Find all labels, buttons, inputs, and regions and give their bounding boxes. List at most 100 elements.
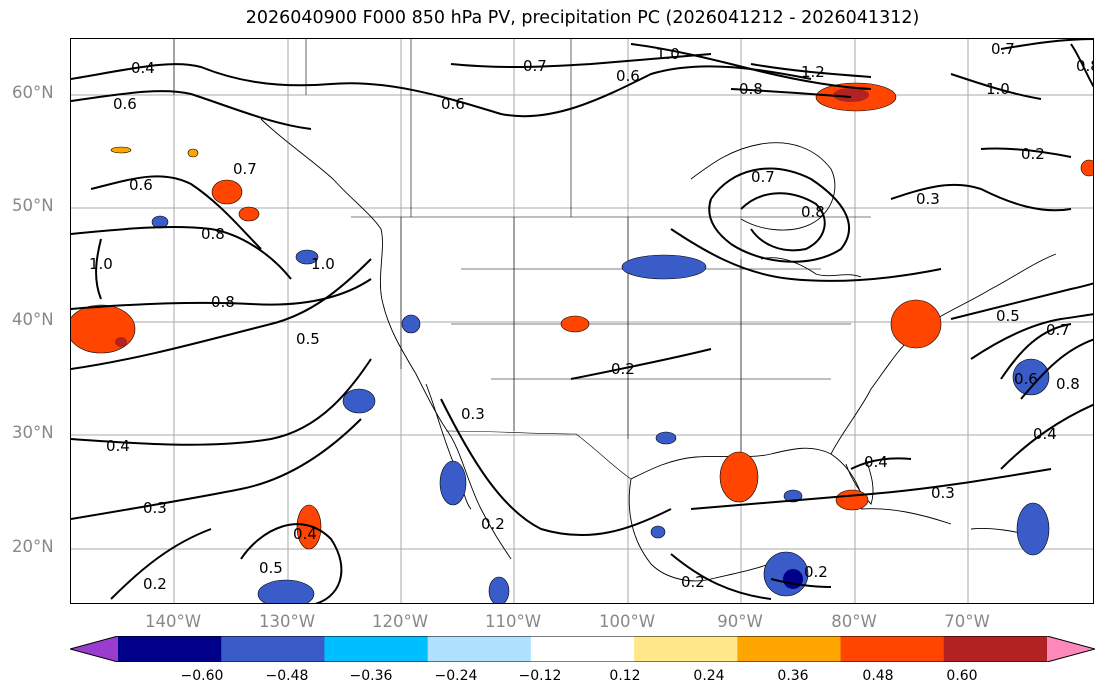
precip-blob-atlantic-dry-2 — [1012, 358, 1050, 396]
precip-blob-midwest-dry — [621, 254, 707, 280]
colorbar-segment — [634, 636, 738, 662]
hudson-bay — [690, 142, 836, 231]
contour-0.3-east — [890, 183, 1072, 212]
contour-label: 0.8 — [211, 293, 235, 311]
lat-label-20n: 20°N — [12, 537, 54, 556]
contour-label: 0.8 — [1056, 375, 1080, 393]
precip-blob-colorado — [560, 315, 590, 333]
colorbar-segments — [70, 636, 1095, 662]
precip-blob-atlantic-dry-3 — [783, 489, 803, 503]
colorbar-tick-label: −0.12 — [518, 668, 562, 684]
colorbar-segment — [737, 636, 842, 662]
colorbar-tick-label: 0.24 — [693, 668, 725, 684]
colorbar — [68, 635, 1097, 663]
colorbar-segment — [221, 636, 325, 662]
lon-label-140w: 140°W — [144, 612, 202, 631]
contour-label: 0.5 — [996, 307, 1020, 325]
precip-blob-gulf-dry — [655, 431, 677, 445]
contour-label: 0.4 — [1033, 425, 1057, 443]
colorbar-svg — [68, 635, 1097, 663]
graticule — [71, 39, 1093, 603]
contour-0.4-atlantic — [1000, 403, 1093, 470]
contour-label: 0.7 — [1046, 321, 1070, 339]
contour-0.6-north — [71, 90, 312, 130]
contour-0.7-hudson — [1000, 39, 1093, 50]
contour-0.5-mid — [71, 258, 372, 370]
contour-label: 0.6 — [441, 95, 465, 113]
precip-blob-atlantic-dry-1 — [1016, 502, 1050, 556]
colorbar-tick-label: −0.24 — [434, 668, 478, 684]
colorbar-segment — [840, 636, 945, 662]
contour-label: 0.5 — [259, 559, 283, 577]
contour-0.8-far-east — [1070, 43, 1093, 88]
coastline-west — [260, 118, 512, 560]
contour-0.2-central — [440, 398, 672, 537]
contour-label: 0.4 — [131, 59, 155, 77]
lat-label-30n: 30°N — [12, 423, 54, 442]
colorbar-tick-label: −0.48 — [265, 668, 309, 684]
great-lakes — [760, 257, 862, 278]
lat-label-60n: 60°N — [12, 83, 54, 102]
precip-blob-offshore-south — [296, 504, 322, 550]
coastline-east — [830, 253, 1057, 455]
contour-label: 0.7 — [523, 57, 547, 75]
lon-label-120w: 120°W — [371, 612, 429, 631]
contour-label: 0.6 — [129, 176, 153, 194]
pv-contours — [71, 39, 1093, 603]
contour-label: 1.2 — [801, 63, 825, 81]
contour-0.5-east — [950, 282, 1093, 320]
contour-label: 0.4 — [293, 525, 317, 543]
lon-label-130w: 130°W — [258, 612, 316, 631]
contour-label: 0.8 — [1076, 57, 1094, 75]
contour-0.4-gulf — [850, 457, 912, 470]
precip-blob-yucatan-dry-core — [783, 569, 803, 589]
lon-label-110w: 110°W — [484, 612, 542, 631]
contour-label: 0.6 — [616, 67, 640, 85]
precip-blob-north-2 — [187, 148, 199, 158]
contour-label: 1.0 — [656, 45, 680, 63]
colorbar-tick-label: −0.36 — [349, 668, 393, 684]
contour-label: 0.5 — [296, 330, 320, 348]
contour-label: 0.3 — [143, 499, 167, 517]
lon-label-70w: 70°W — [944, 612, 990, 631]
coastline-mexico — [628, 478, 782, 582]
contour-label: 1.0 — [986, 80, 1010, 98]
border-us-mexico — [445, 430, 632, 480]
contour-0.6-east — [1000, 323, 1072, 380]
precip-blob-gulf-mexico — [719, 451, 759, 503]
contour-0.7-east — [970, 313, 1093, 360]
precip-blob-mexico-dry — [439, 460, 467, 506]
contour-label: 0.7 — [233, 160, 257, 178]
contour-0.5-loop — [240, 523, 343, 603]
contour-0.2-yucatan — [770, 578, 832, 588]
contour-0.7-north — [450, 53, 712, 69]
precip-blob-pacific-dry — [295, 249, 319, 265]
contour-0.2-plains — [570, 348, 712, 380]
colorbar-segment — [118, 636, 222, 662]
contour-label: 0.2 — [611, 360, 635, 378]
precip-blob-north-1 — [110, 146, 132, 154]
contour-0.2-ne — [980, 147, 1072, 158]
contour-label: 0.8 — [739, 80, 763, 98]
precip-blob-pacific-west-core — [115, 337, 127, 347]
contour-label: 0.8 — [801, 203, 825, 221]
contour-label: 0.6 — [1014, 370, 1038, 388]
contour-0.2-gulf-low — [670, 553, 772, 600]
lon-label-90w: 90°W — [717, 612, 763, 631]
precip-blob-gulf-dry-2 — [650, 525, 666, 539]
contour-label: 0.3 — [931, 484, 955, 502]
precip-blob-mexico-dry-2 — [488, 576, 510, 603]
contour-label: 0.8 — [201, 225, 225, 243]
precip-shading — [71, 82, 1093, 603]
lat-label-50n: 50°N — [12, 196, 54, 215]
cuba — [860, 508, 952, 525]
contour-1.0-north — [630, 43, 872, 90]
contour-label: 1.0 — [311, 255, 335, 273]
contour-label: 0.7 — [991, 40, 1015, 58]
colorbar-tick-label: 0.12 — [609, 668, 641, 684]
precip-blob-pacific-west — [71, 304, 136, 354]
contour-0.3-south — [71, 418, 362, 520]
contour-0.6-gulf — [90, 175, 262, 250]
precip-blob-california-dry-1 — [342, 388, 376, 414]
coastlines — [260, 118, 1057, 582]
